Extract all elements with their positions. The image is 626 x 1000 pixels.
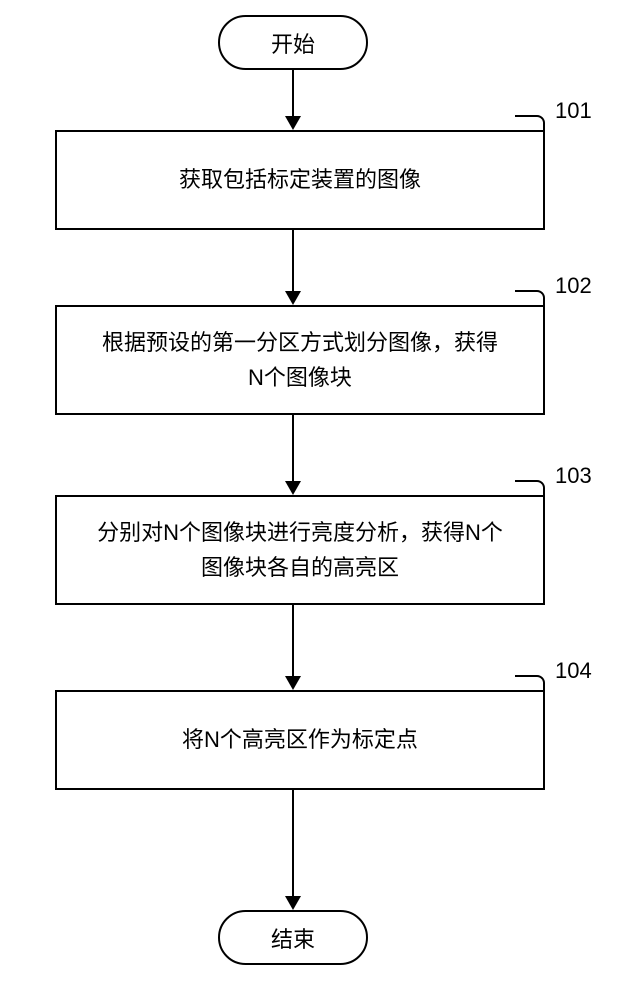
- process-step-104: 将N个高亮区作为标定点: [55, 690, 545, 790]
- step-bracket: [515, 480, 545, 495]
- step-bracket: [515, 675, 545, 690]
- arrow-line: [292, 415, 294, 481]
- end-terminal: 结束: [218, 910, 368, 965]
- step-number-102: 102: [555, 273, 592, 299]
- arrow-line: [292, 790, 294, 896]
- arrow-line: [292, 605, 294, 676]
- arrow-head: [285, 116, 301, 130]
- arrow-head: [285, 291, 301, 305]
- step-bracket: [515, 115, 545, 130]
- step-101-text: 获取包括标定装置的图像: [179, 162, 421, 197]
- arrow-head: [285, 896, 301, 910]
- step-102-text: 根据预设的第一分区方式划分图像，获得 N个图像块: [102, 325, 498, 395]
- step-104-text: 将N个高亮区作为标定点: [182, 722, 418, 757]
- step-bracket: [515, 290, 545, 305]
- step-number-101: 101: [555, 98, 592, 124]
- step-number-104: 104: [555, 658, 592, 684]
- flowchart-container: 开始 101 获取包括标定装置的图像 102 根据预设的第一分区方式划分图像，获…: [0, 0, 626, 1000]
- arrow-line: [292, 70, 294, 116]
- arrow-head: [285, 481, 301, 495]
- process-step-102: 根据预设的第一分区方式划分图像，获得 N个图像块: [55, 305, 545, 415]
- start-terminal: 开始: [218, 15, 368, 70]
- arrow-line: [292, 230, 294, 291]
- step-103-text: 分别对N个图像块进行亮度分析，获得N个 图像块各自的高亮区: [97, 515, 503, 585]
- start-label: 开始: [271, 27, 315, 59]
- step-number-103: 103: [555, 463, 592, 489]
- arrow-head: [285, 676, 301, 690]
- process-step-103: 分别对N个图像块进行亮度分析，获得N个 图像块各自的高亮区: [55, 495, 545, 605]
- process-step-101: 获取包括标定装置的图像: [55, 130, 545, 230]
- end-label: 结束: [271, 922, 315, 954]
